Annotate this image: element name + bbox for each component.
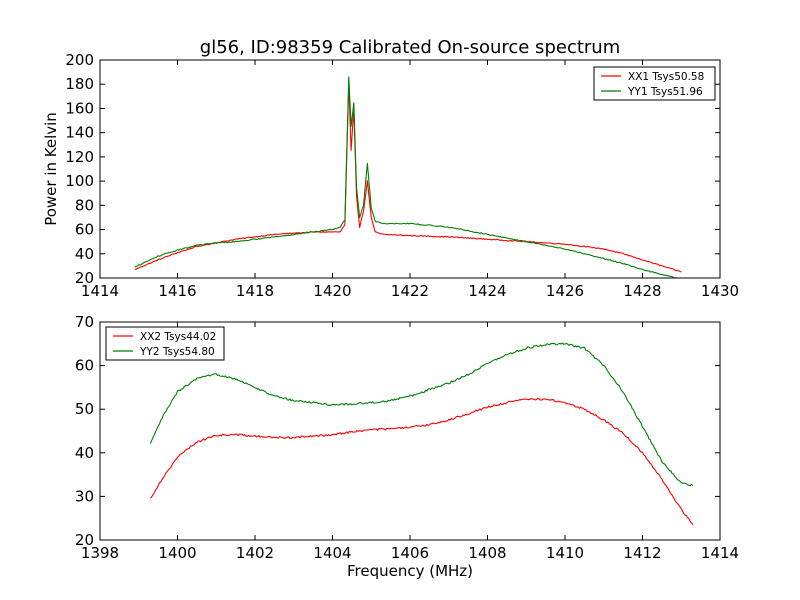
legend-label: XX1 Tsys50.58 [628, 71, 704, 83]
x-tick-label: 1398 [81, 544, 119, 562]
x-tick-label: 1424 [468, 282, 506, 300]
legend-box [593, 66, 716, 101]
y-tick-label: 80 [75, 196, 94, 214]
x-tick-label: 1408 [468, 544, 506, 562]
x-tick-label: 1420 [313, 282, 351, 300]
legend-label: YY1 Tsys51.96 [627, 86, 703, 98]
y-tick-label: 30 [75, 487, 94, 505]
legend: XX1 Tsys50.58 YY1 Tsys51.96 [593, 66, 716, 101]
y-tick-label: 120 [65, 148, 94, 166]
x-tick-label: 1404 [313, 544, 351, 562]
series-group [134, 76, 682, 278]
series-line-1 [149, 397, 694, 526]
series-line-2 [149, 342, 694, 487]
x-tick-label: 1400 [158, 544, 196, 562]
charts-container: 1414 1416 1418 1420 1422 1424 1426 1428 1430 20 40… [42, 51, 739, 580]
series-line-2 [134, 76, 680, 278]
y-tick-label: 50 [75, 400, 94, 418]
y-tick-label: 60 [75, 221, 94, 239]
y-tick-label: 100 [65, 172, 94, 190]
y-tick-label: 60 [75, 357, 94, 375]
figure-title: gl56, ID:98359 Calibrated On-source spec… [200, 37, 620, 58]
y-tick-label: 70 [75, 313, 94, 331]
x-tick-label: 1414 [81, 282, 119, 300]
legend: XX2 Tsys44.02 YY2 Tsys54.80 [105, 326, 225, 361]
y-tick-label: 180 [65, 75, 94, 93]
series-group [149, 342, 694, 526]
x-tick-label: 1402 [236, 544, 274, 562]
legend-label: YY2 Tsys54.80 [139, 346, 215, 358]
x-tick-label: 1410 [546, 544, 584, 562]
y-tick-label: 20 [75, 531, 94, 549]
y-tick-label: 20 [75, 269, 94, 287]
chart-2: 1398 1400 1402 1404 1406 1408 1410 1412 1414 20 30… [75, 313, 739, 580]
x-tick-label: 1422 [391, 282, 429, 300]
x-axis-label: Frequency (MHz) [347, 562, 473, 580]
y-tick-label: 40 [75, 245, 94, 263]
x-tick-label: 1412 [623, 544, 661, 562]
x-tick-label: 1426 [546, 282, 584, 300]
x-tick-label: 1406 [391, 544, 429, 562]
x-tick-label: 1418 [236, 282, 274, 300]
y-tick-label: 40 [75, 444, 94, 462]
x-tick-label: 1430 [701, 282, 739, 300]
x-tick-label: 1416 [158, 282, 196, 300]
x-tick-label: 1428 [623, 282, 661, 300]
series-line-1 [134, 83, 682, 273]
y-tick-label: 200 [65, 51, 94, 69]
y-axis-label: Power in Kelvin [42, 112, 60, 226]
chart-1: 1414 1416 1418 1420 1422 1424 1426 1428 1430 20 40… [42, 51, 739, 300]
y-tick-label: 160 [65, 99, 94, 117]
legend-label: XX2 Tsys44.02 [140, 331, 216, 343]
x-tick-label: 1414 [701, 544, 739, 562]
y-tick-label: 140 [65, 124, 94, 142]
legend-box [105, 326, 225, 361]
